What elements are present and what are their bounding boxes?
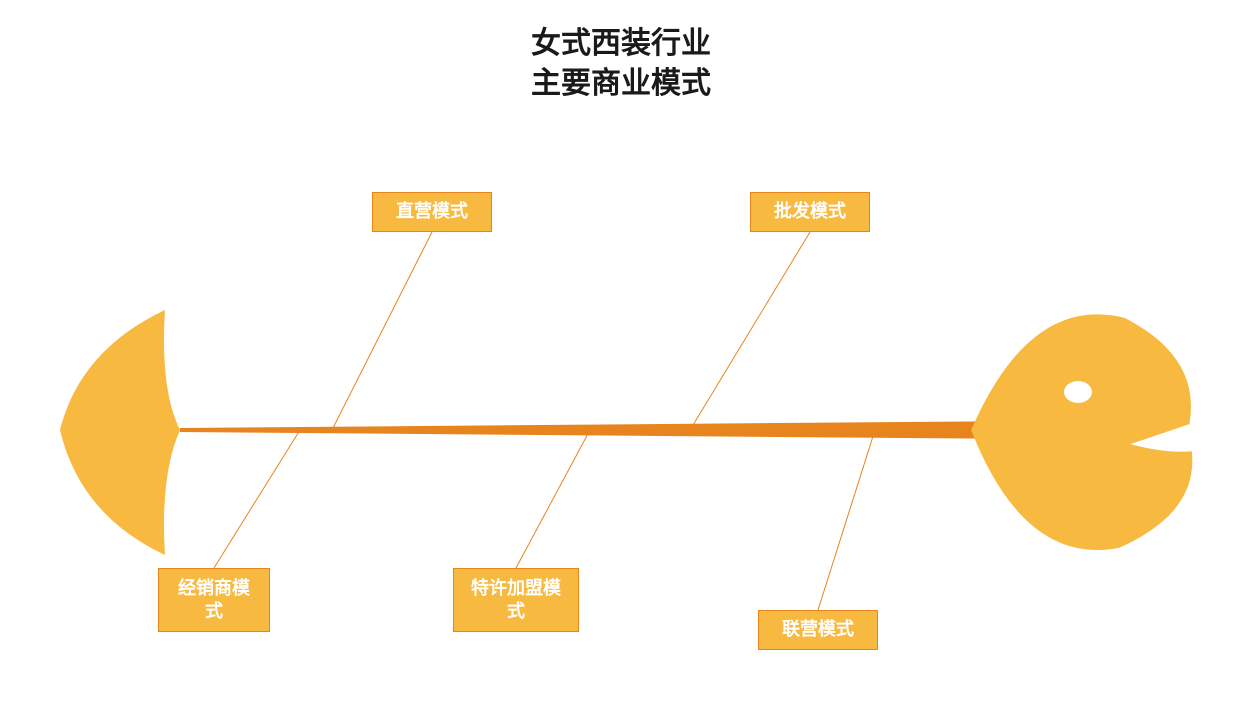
bone-line-direct xyxy=(332,232,432,430)
fish-eye xyxy=(1064,381,1092,403)
bone-line-wholesale xyxy=(690,232,810,430)
bone-label-text: 特许加盟模式 xyxy=(468,577,564,624)
fish-spine xyxy=(180,421,1025,439)
bone-line-dealer xyxy=(214,430,300,568)
bone-label-text: 直营模式 xyxy=(396,200,468,223)
bone-label-franchise: 特许加盟模式 xyxy=(453,568,579,632)
fish-head xyxy=(971,314,1192,550)
bone-line-franchise xyxy=(516,430,590,568)
bone-label-joint: 联营模式 xyxy=(758,610,878,650)
fish-tail xyxy=(60,310,180,555)
bone-label-text: 联营模式 xyxy=(782,618,854,641)
bone-label-direct: 直营模式 xyxy=(372,192,492,232)
bone-line-joint xyxy=(818,430,875,610)
bone-label-wholesale: 批发模式 xyxy=(750,192,870,232)
bone-label-dealer: 经销商模式 xyxy=(158,568,270,632)
bone-label-text: 批发模式 xyxy=(774,200,846,223)
bone-label-text: 经销商模式 xyxy=(173,577,255,624)
